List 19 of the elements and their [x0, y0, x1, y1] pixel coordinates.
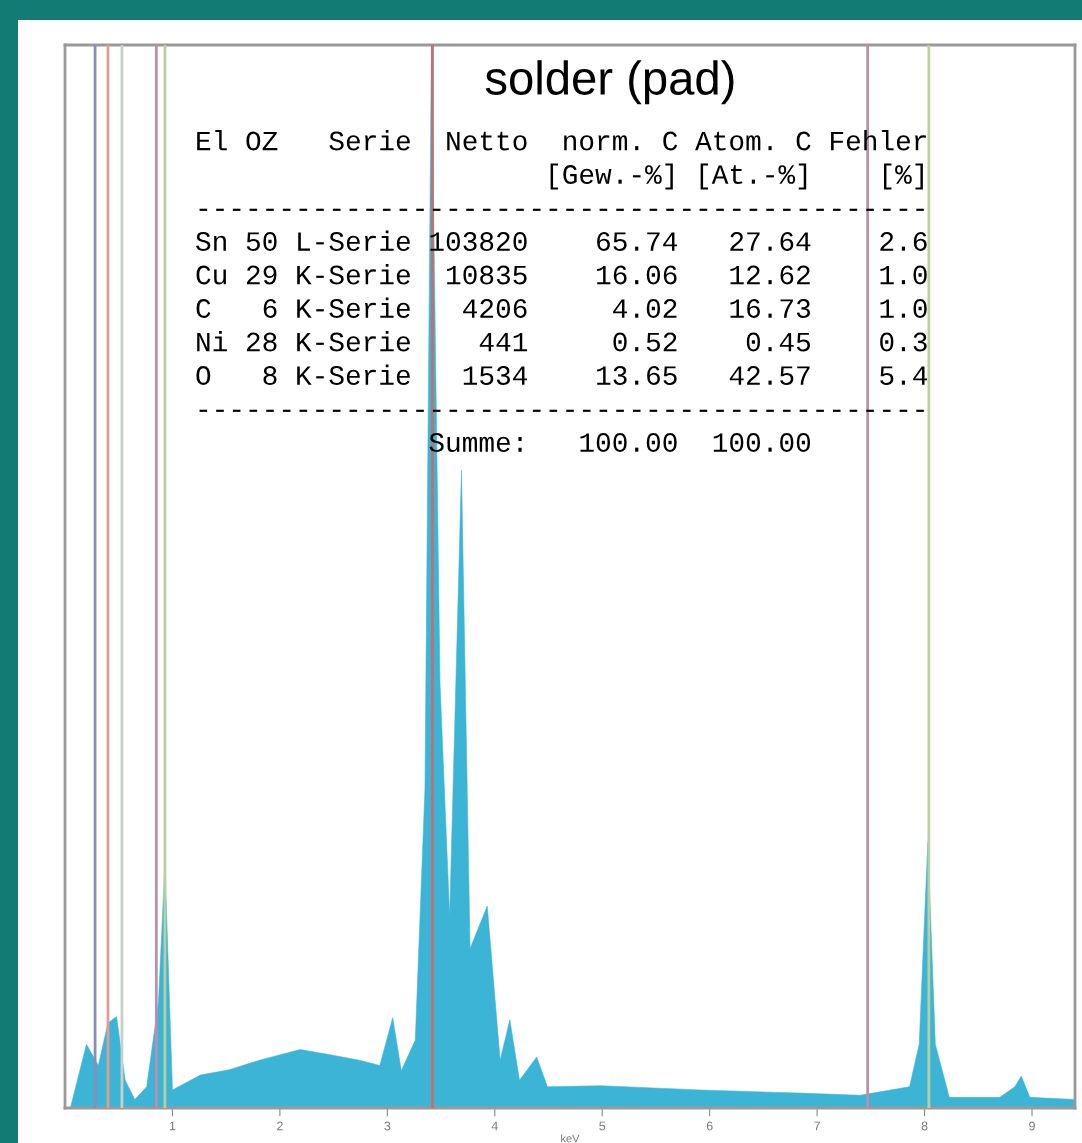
x-tick-label: 8 [921, 1121, 928, 1131]
x-tick-label: 6 [706, 1121, 713, 1131]
x-tick-label: 5 [599, 1121, 606, 1131]
annotation: -------------------------------------------- [199, 409, 924, 412]
x-tick-label: 1 [169, 1121, 176, 1131]
annotation: -------------------------------------------- [199, 208, 924, 211]
annotation: Ni 28 K-Serie 441 0.52 0.45 0.3 [197, 331, 927, 352]
annotation: El OZ Serie Netto norm. C Atom. C Fehler [197, 130, 926, 151]
annotation: Cu 29 K-Serie 10835 16.06 12.62 1.0 [196, 264, 927, 285]
x-tick-label: 7 [814, 1121, 820, 1131]
x-tick-label: 4 [491, 1121, 498, 1131]
annotation: C 6 K-Serie 4206 4.02 16.73 1.0 [196, 297, 927, 318]
annotation: O 8 K-Serie 1534 13.65 42.57 5.4 [196, 364, 928, 385]
annotation: [Gew.-%] [At.-%] [%] [550, 163, 923, 190]
x-tick-label: 3 [384, 1121, 391, 1131]
x-axis-title: keV [561, 1134, 580, 1143]
x-tick-label: 2 [277, 1121, 283, 1131]
x-tick-label: 9 [1029, 1121, 1035, 1131]
chart-title: solder (pad) [485, 60, 734, 105]
